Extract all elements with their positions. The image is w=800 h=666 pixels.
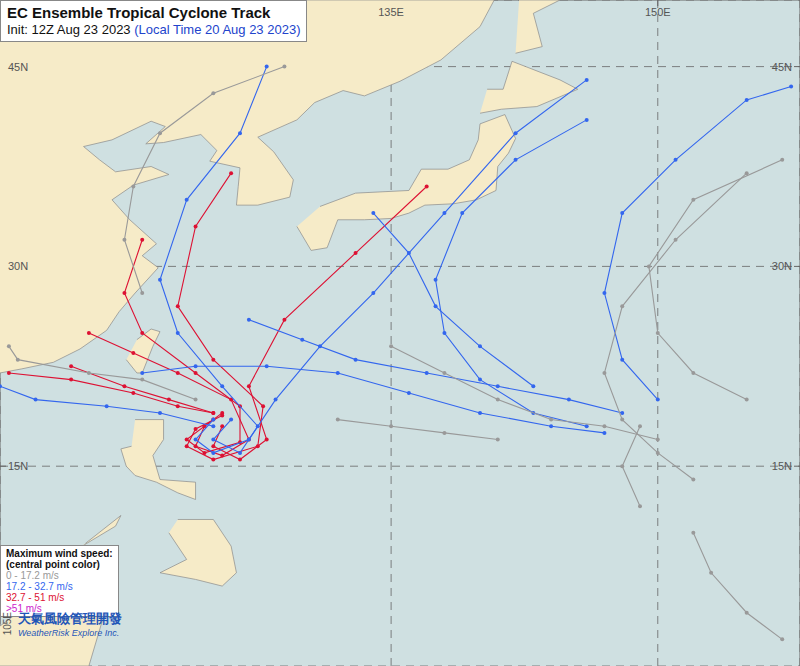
svg-text:150E: 150E [645,6,671,18]
html-text:EC Ensemble Tropical Cyclone T: EC Ensemble Tropical Cyclone Track [7,4,271,21]
html-text:Init: 12Z Aug 23 2023 (Local T: Init: 12Z Aug 23 2023 (Local Time 20 Aug… [7,22,301,37]
svg-text:30N: 30N [772,260,792,272]
html-text:>51 m/s: >51 m/s [6,603,42,614]
html-text:105E: 105E [2,612,13,636]
svg-text:15N: 15N [8,460,28,472]
html-text:WeatherRisk Explore Inc.: WeatherRisk Explore Inc. [18,628,120,638]
svg-text:30N: 30N [8,260,28,272]
svg-text:45N: 45N [772,61,792,73]
svg-text:15N: 15N [772,460,792,472]
html-text:Maximum wind speed:: Maximum wind speed: [6,548,113,559]
html-text:17.2 - 32.7 m/s: 17.2 - 32.7 m/s [6,581,73,592]
html-text:(central point color): (central point color) [6,559,100,570]
html-text:32.7 - 51 m/s: 32.7 - 51 m/s [6,592,65,603]
svg-text:45N: 45N [8,61,28,73]
svg-text:135E: 135E [378,6,404,18]
html-text:0 - 17.2 m/s: 0 - 17.2 m/s [6,570,59,581]
html-text:天氣風險管理開發: 天氣風險管理開發 [18,611,122,626]
